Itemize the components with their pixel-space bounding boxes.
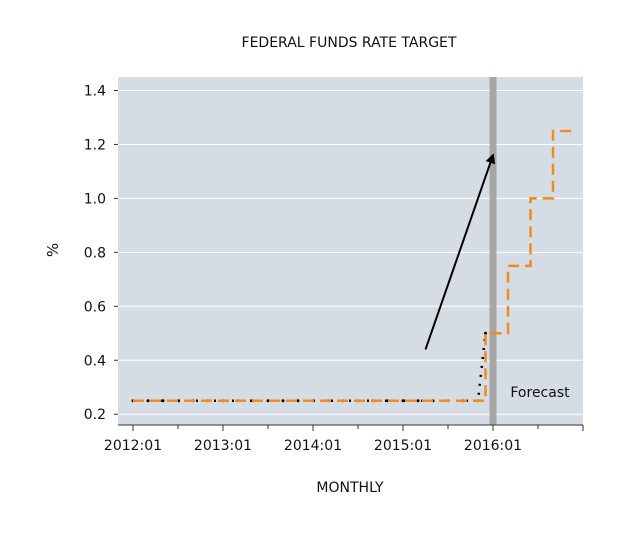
forecast-band — [489, 77, 497, 425]
y-tick-label: 1.4 — [84, 83, 106, 99]
x-axis-label: MONTHLY — [316, 480, 384, 496]
y-tick-label: 0.2 — [84, 407, 106, 423]
actual-rate-point — [484, 331, 487, 335]
y-axis: 0.2 0.4 0.6 0.8 1.0 1.2 1.4 — [84, 83, 118, 423]
y-tick-label: 0.4 — [84, 353, 106, 369]
actual-rate-point — [146, 399, 150, 403]
forecast-rate-line — [133, 129, 576, 402]
x-tick-label: 2012:01 — [104, 438, 162, 454]
x-tick-label: 2014:01 — [284, 438, 342, 454]
trend-arrow — [424, 153, 496, 350]
forecast-label: Forecast — [510, 385, 570, 401]
x-axis: 2012:01 2013:01 2014:01 2015:01 2016:01 — [104, 424, 584, 454]
actual-rate-point — [161, 399, 165, 403]
chart-title: FEDERAL FUNDS RATE TARGET — [242, 35, 457, 51]
x-tick-label: 2016:01 — [464, 438, 522, 454]
x-tick-label: 2013:01 — [194, 438, 252, 454]
y-tick-label: 0.6 — [84, 299, 106, 315]
y-axis-label: % — [44, 243, 62, 257]
grid-lines — [118, 89, 583, 415]
actual-rate-point — [296, 399, 300, 403]
x-tick-label: 2015:01 — [374, 438, 432, 454]
y-tick-label: 0.8 — [84, 245, 106, 261]
actual-rate-point — [416, 399, 420, 403]
actual-rate-point — [401, 399, 405, 403]
y-tick-label: 1.2 — [84, 137, 106, 153]
actual-rate-point — [266, 399, 270, 403]
plot-area — [118, 77, 583, 425]
actual-rate-point — [281, 399, 285, 403]
y-tick-label: 1.0 — [84, 191, 106, 207]
series-layer — [131, 129, 576, 403]
